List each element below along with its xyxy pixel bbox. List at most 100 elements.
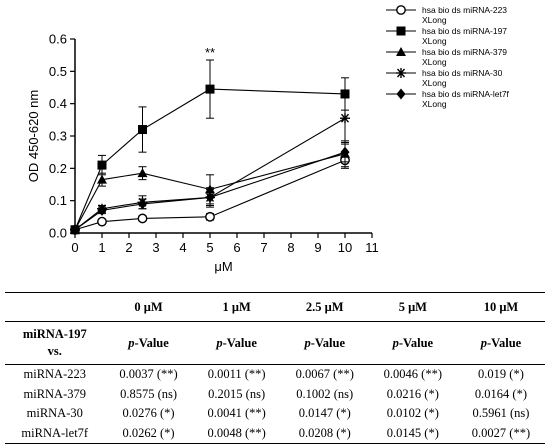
comparison-label-line1: miRNA-197 bbox=[22, 327, 87, 342]
data-point bbox=[97, 204, 107, 216]
data-point bbox=[138, 125, 147, 135]
x-tick-label: 8 bbox=[287, 240, 294, 255]
table-cell: 0.0164 (*) bbox=[474, 386, 527, 401]
table-cell: 0.0046 (**) bbox=[383, 367, 442, 382]
table-cell: 0.0011 (**) bbox=[207, 367, 266, 382]
x-tick-label: 4 bbox=[179, 240, 186, 255]
data-point bbox=[205, 191, 215, 203]
x-tick-label: 6 bbox=[233, 240, 240, 255]
legend-label: hsa bio ds miRNA-let7f bbox=[422, 89, 510, 99]
pvalue-p: p bbox=[392, 335, 399, 350]
pvalue-header-2: p-Value bbox=[280, 321, 369, 365]
table-cell: 0.0276 (*) bbox=[122, 406, 175, 421]
table-row: miRNA-30 0.0276 (*) 0.0041 (**) 0.0147 (… bbox=[5, 404, 545, 424]
y-tick-label: 0.4 bbox=[49, 96, 67, 111]
row-label: miRNA-30 bbox=[26, 406, 83, 421]
table-cell: 0.0208 (*) bbox=[280, 423, 369, 444]
col-header-0: 0 μM bbox=[104, 292, 193, 322]
comparison-label: miRNA-197 vs. bbox=[5, 321, 105, 365]
legend-marker bbox=[396, 5, 406, 15]
table-cell: 0.0145 (*) bbox=[368, 423, 457, 444]
table-row: miRNA-let7f 0.0262 (*) 0.0048 (**) 0.020… bbox=[5, 423, 545, 444]
legend-marker bbox=[396, 26, 406, 36]
data-point bbox=[205, 211, 215, 222]
pvalue-header-3: p-Value bbox=[368, 321, 457, 365]
pvalue-rest: -Value bbox=[134, 335, 169, 350]
data-point bbox=[340, 113, 350, 124]
col-header-4: 10 μM bbox=[456, 292, 545, 322]
pvalue-header-0: p-Value bbox=[104, 321, 193, 365]
pvalue-header-1: p-Value bbox=[192, 321, 281, 365]
x-tick-label: 2 bbox=[125, 240, 132, 255]
table-cell: 0.0216 (*) bbox=[386, 386, 439, 401]
table-cell: 0.1002 (ns) bbox=[296, 386, 354, 401]
legend-label-suffix: XLong bbox=[422, 78, 447, 88]
significance-annotation: ** bbox=[205, 45, 215, 60]
pvalue-rest: -Value bbox=[398, 335, 434, 350]
table-cell: 0.0262 (*) bbox=[104, 423, 193, 444]
legend-label-suffix: XLong bbox=[422, 99, 447, 109]
table-cell: 0.0102 (*) bbox=[386, 406, 439, 421]
table-cell: 0.2015 (ns) bbox=[208, 386, 266, 401]
y-tick-label: 0.6 bbox=[49, 32, 67, 47]
col-header-3: 5 μM bbox=[368, 292, 457, 322]
legend-label-suffix: XLong bbox=[422, 57, 447, 67]
x-tick-label: 10 bbox=[338, 240, 352, 255]
row-label: miRNA-let7f bbox=[5, 423, 105, 444]
table-cell: 0.0037 (**) bbox=[119, 367, 178, 382]
data-point bbox=[70, 224, 80, 236]
y-tick-label: 0.1 bbox=[49, 193, 67, 208]
data-point bbox=[137, 168, 148, 178]
corner-empty-cell bbox=[5, 292, 105, 322]
pvalue-rest: -Value bbox=[486, 335, 522, 350]
x-tick-label: 7 bbox=[260, 240, 267, 255]
table-cell: 0.0048 (**) bbox=[192, 423, 281, 444]
x-tick-label: 9 bbox=[314, 240, 321, 255]
data-point bbox=[138, 198, 147, 210]
y-tick-label: 0.3 bbox=[49, 129, 67, 144]
legend-label: hsa bio ds miRNA-379 bbox=[422, 47, 507, 57]
legend-marker bbox=[396, 88, 406, 100]
y-tick-label: 0.5 bbox=[49, 64, 67, 79]
row-label: miRNA-223 bbox=[23, 367, 87, 382]
data-point bbox=[97, 174, 107, 184]
row-label: miRNA-379 bbox=[23, 386, 87, 401]
pvalue-p: p bbox=[480, 335, 487, 350]
data-point bbox=[97, 216, 107, 227]
legend-marker bbox=[396, 68, 406, 78]
legend-label-suffix: XLong bbox=[422, 36, 447, 46]
y-tick-label: 0.2 bbox=[49, 161, 67, 176]
table-subheader-row: miRNA-197 vs. p-Value p-Value p-Value p-… bbox=[5, 321, 545, 365]
series-4 bbox=[70, 141, 350, 236]
legend-label-suffix: XLong bbox=[422, 15, 447, 25]
y-tick-label: 0.0 bbox=[49, 226, 67, 241]
pvalue-p: p bbox=[128, 335, 135, 350]
x-tick-label: 3 bbox=[152, 240, 159, 255]
table-cell: 0.019 (*) bbox=[478, 367, 524, 382]
legend-marker bbox=[396, 47, 406, 56]
pvalue-header-4: p-Value bbox=[456, 321, 545, 365]
x-axis-label: μM bbox=[214, 259, 232, 274]
x-tick-label: 11 bbox=[365, 240, 379, 255]
col-header-1: 1 μM bbox=[192, 292, 281, 322]
table-cell: 0.0067 (**) bbox=[295, 367, 354, 382]
pvalue-rest: -Value bbox=[222, 335, 257, 350]
pvalue-rest: -Value bbox=[310, 335, 345, 350]
table-row: miRNA-379 0.8575 (ns) 0.2015 (ns) 0.1002… bbox=[5, 385, 545, 405]
col-header-2: 2.5 μM bbox=[280, 292, 369, 322]
legend-label: hsa bio ds miRNA-30 bbox=[422, 68, 503, 78]
pvalue-table: 0 μM 1 μM 2.5 μM 5 μM 10 μM miRNA-197 vs… bbox=[5, 292, 545, 444]
table-cell: 0.0041 (**) bbox=[207, 406, 266, 421]
y-axis-label: OD 450-620 nm bbox=[26, 90, 41, 183]
x-tick-label: 5 bbox=[206, 240, 213, 255]
data-point bbox=[205, 84, 215, 94]
table-cell: 0.5961 (ns) bbox=[472, 406, 530, 421]
table-header-row: 0 μM 1 μM 2.5 μM 5 μM 10 μM bbox=[5, 292, 545, 322]
legend-label: hsa bio ds miRNA-223 bbox=[422, 5, 507, 15]
